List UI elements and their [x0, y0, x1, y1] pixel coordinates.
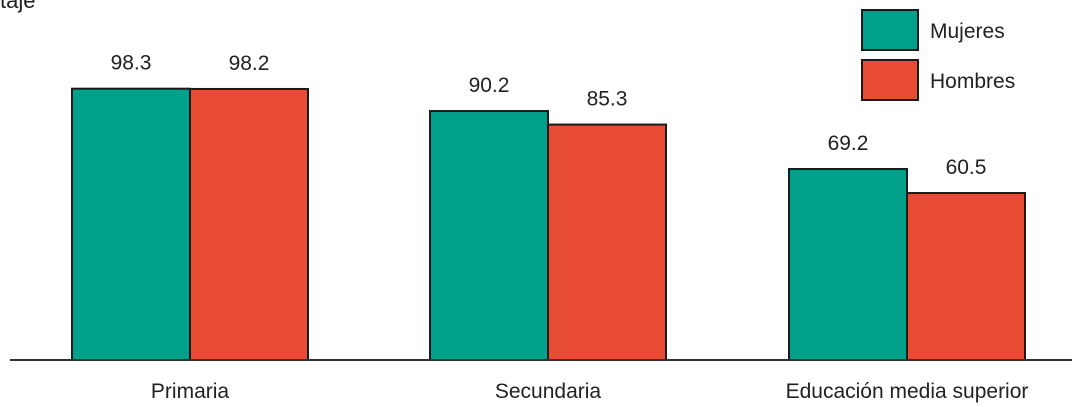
bar-primaria-mujeres [71, 87, 191, 362]
bar-educacion-media-superior-hombres [906, 192, 1026, 361]
x-tick-primaria: Primaria [151, 380, 229, 403]
data-label-educacion-media-superior-mujeres: 69.2 [828, 132, 869, 155]
legend-swatch-hombres [861, 59, 919, 101]
x-tick-secundaria: Secundaria [495, 380, 602, 403]
data-label-educacion-media-superior-hombres: 60.5 [946, 156, 987, 179]
data-labels-group: 98.3 98.2 90.2 85.3 69.2 60.5 [111, 52, 987, 179]
legend-label-hombres: Hombres [930, 70, 1015, 93]
bars-group [71, 87, 1026, 362]
x-tick-labels-group: Primaria Secundaria Educación media superi… [151, 380, 1029, 403]
x-tick-educacion-media-superior: Educación media superior [786, 380, 1029, 403]
bar-secundaria-hombres [547, 123, 667, 361]
bar-secundaria-mujeres [429, 110, 549, 361]
legend-swatch-mujeres [861, 9, 919, 51]
data-label-primaria-mujeres: 98.3 [111, 52, 152, 75]
data-label-secundaria-hombres: 85.3 [587, 88, 628, 111]
y-axis-label: taje [0, 0, 36, 13]
data-label-primaria-hombres: 98.2 [229, 52, 270, 75]
bar-educacion-media-superior-mujeres [788, 168, 908, 361]
legend-label-mujeres: Mujeres [930, 20, 1005, 43]
data-label-secundaria-mujeres: 90.2 [469, 74, 510, 97]
bar-primaria-hombres [189, 87, 309, 362]
legend: Mujeres Hombres [861, 9, 1015, 101]
